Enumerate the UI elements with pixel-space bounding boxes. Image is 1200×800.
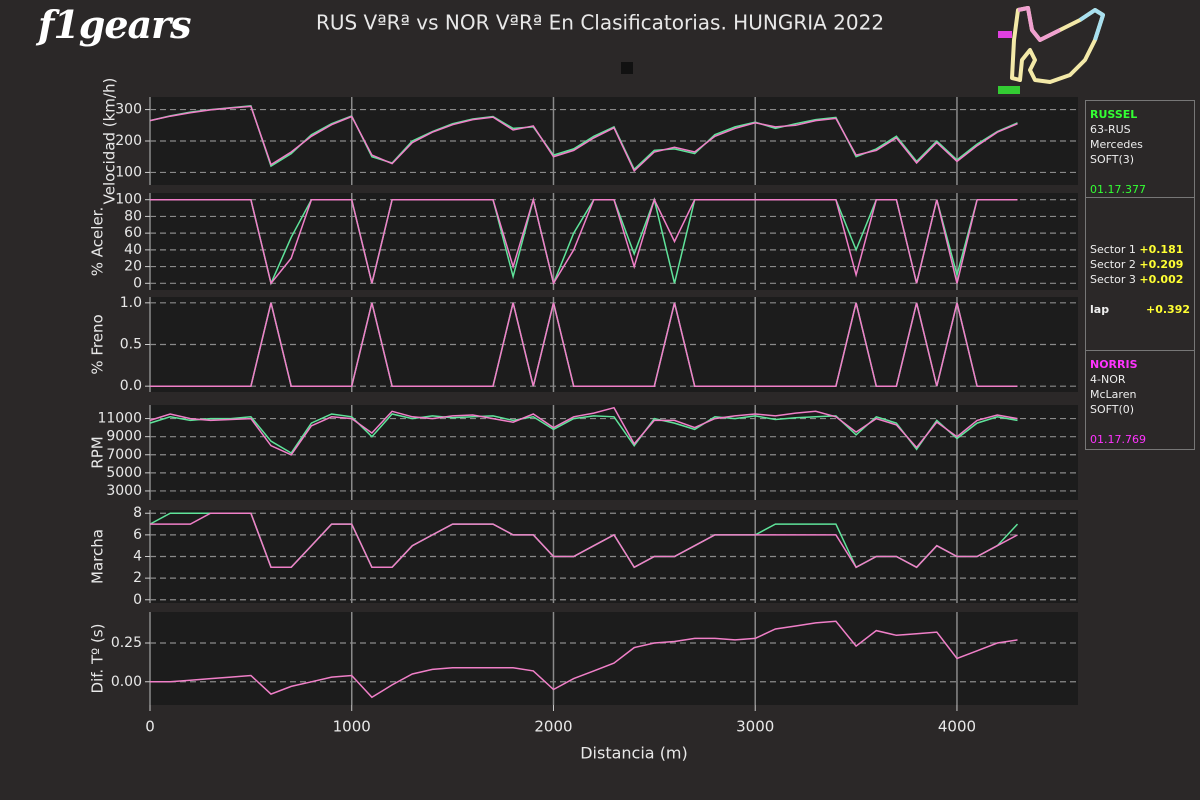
- driver-number: 63-RUS: [1090, 123, 1131, 136]
- track-map: [998, 6, 1105, 94]
- y-tick-label: 200: [115, 133, 142, 149]
- y-tick-label: 100: [115, 192, 142, 208]
- lap-label: lap: [1090, 303, 1110, 316]
- x-tick-label: 1000: [333, 718, 371, 736]
- series-line: [149, 105, 1018, 173]
- x-axis-label: Distancia (m): [580, 744, 688, 763]
- series-line: [150, 512, 1018, 569]
- y-tick-label: 0: [133, 275, 142, 291]
- y-tick-label: 80: [124, 208, 142, 224]
- y-tick-label: 1.0: [120, 295, 142, 311]
- y-tick-label: 9000: [106, 429, 142, 445]
- y-tick-label: 6: [133, 527, 142, 543]
- driver-time: 01.17.377: [1090, 183, 1146, 196]
- y-tick-label: 11000: [97, 411, 142, 427]
- y-tick-label: 7000: [106, 447, 142, 463]
- driver-tyre: SOFT(3): [1090, 153, 1135, 166]
- driver-team: McLaren: [1090, 388, 1137, 401]
- y-axis-label: % Aceler.: [89, 207, 107, 276]
- lap-delta: +0.392: [1145, 303, 1190, 316]
- sector-delta: +0.002: [1139, 273, 1184, 286]
- y-tick-label: 2: [133, 570, 142, 586]
- y-axis-label: Dif. Tº (s): [89, 624, 107, 694]
- driver-tyre: SOFT(0): [1090, 403, 1135, 416]
- y-tick-label: 8: [133, 505, 142, 521]
- series-line: [150, 620, 1018, 699]
- x-tick-label: 3000: [736, 718, 774, 736]
- series-line: [149, 413, 1018, 455]
- series-line: [150, 196, 1018, 286]
- plot-area: [150, 405, 1078, 500]
- y-tick-label: 300: [115, 102, 142, 118]
- chart-title: RUS VªRª vs NOR VªRª En Clasificatorias.…: [316, 11, 884, 35]
- sector-label: Sector 2: [1090, 258, 1136, 271]
- driver-1-box: RUSSEL 63-RUS Mercedes SOFT(3) 01.17.377: [1085, 100, 1195, 198]
- driver-2-box: NORRIS 4-NOR McLaren SOFT(0) 01.17.769: [1085, 350, 1195, 450]
- driver-number: 4-NOR: [1090, 373, 1126, 386]
- plot-area: [150, 193, 1078, 290]
- driver-time: 01.17.769: [1090, 433, 1146, 446]
- y-tick-label: 100: [115, 164, 142, 180]
- series-line: [149, 104, 1018, 171]
- y-tick-label: 5000: [106, 465, 142, 481]
- y-tick-label: 60: [124, 225, 142, 241]
- y-tick-label: 3000: [106, 483, 142, 499]
- series-line: [150, 302, 1018, 387]
- sector-delta: +0.209: [1139, 258, 1184, 271]
- y-tick-label: 0: [133, 592, 142, 608]
- y-axis-label: Velocidad (km/h): [101, 78, 119, 205]
- driver-team: Mercedes: [1090, 138, 1143, 151]
- y-tick-label: 0.5: [120, 337, 142, 353]
- series-line: [150, 197, 1018, 286]
- y-tick-label: 20: [124, 259, 142, 275]
- y-tick-label: 0.0: [120, 378, 142, 394]
- driver-name: RUSSEL: [1090, 108, 1138, 121]
- plot-area: [150, 612, 1078, 705]
- sector-label: Sector 1: [1090, 243, 1136, 256]
- y-tick-label: 0.00: [111, 674, 142, 690]
- sector-delta: +0.181: [1139, 243, 1184, 256]
- y-axis-label: RPM: [89, 436, 107, 468]
- series-line: [149, 406, 1018, 456]
- sectors-box: Sector 1 +0.181 Sector 2 +0.209 Sector 3…: [1085, 197, 1195, 351]
- driver-name: NORRIS: [1090, 358, 1138, 371]
- legend-swatch: [621, 62, 633, 74]
- y-tick-label: 4: [133, 549, 142, 565]
- y-tick-label: 40: [124, 242, 142, 258]
- y-tick-label: 0.25: [111, 635, 142, 651]
- y-axis-label: % Freno: [89, 314, 107, 374]
- x-tick-label: 4000: [938, 718, 976, 736]
- logo: f1gears: [38, 2, 192, 47]
- y-axis-label: Marcha: [89, 529, 107, 584]
- x-tick-label: 0: [145, 718, 155, 736]
- x-tick-label: 2000: [534, 718, 572, 736]
- sector-label: Sector 3: [1090, 273, 1136, 286]
